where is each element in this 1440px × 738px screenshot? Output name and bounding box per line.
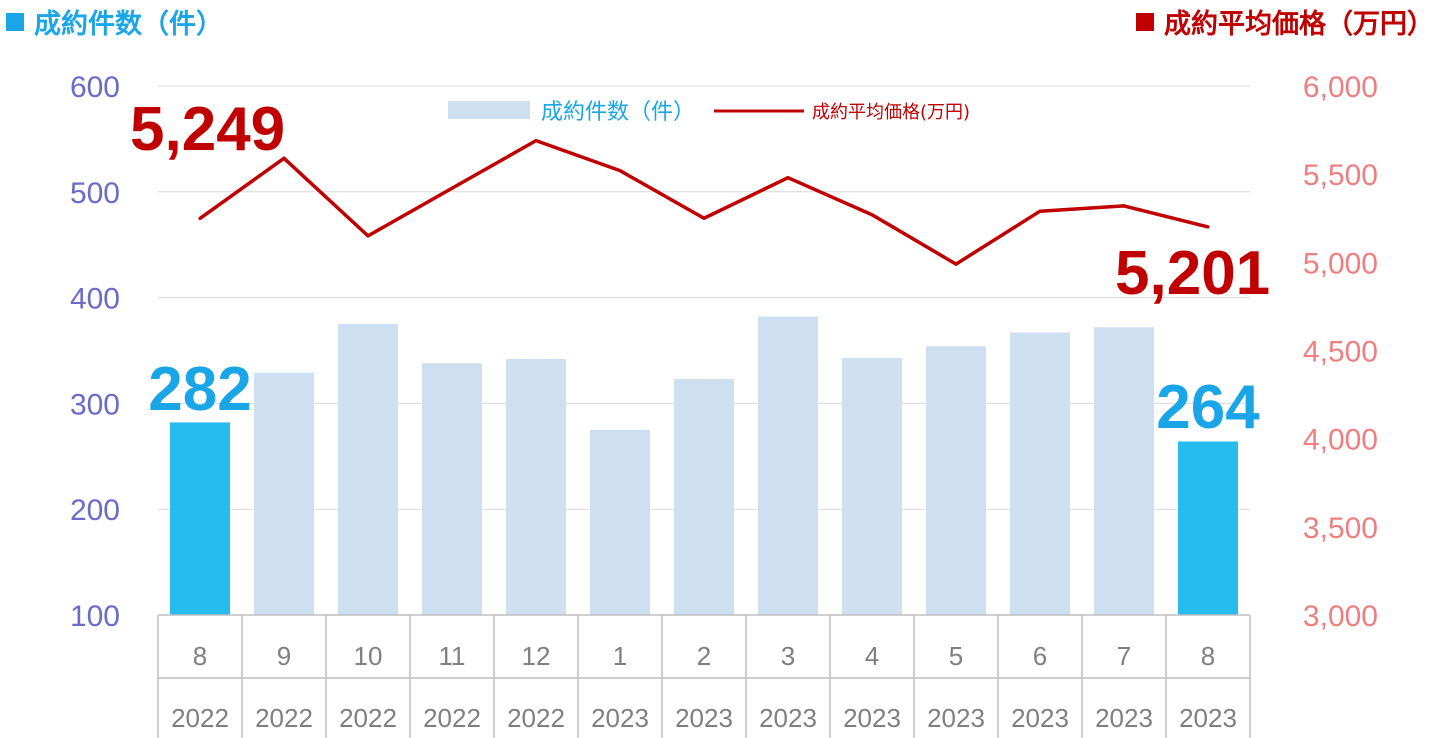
bar (842, 357, 902, 615)
x-tick-label-month: 1 (613, 641, 627, 671)
square-marker-icon (6, 12, 24, 31)
price-line (198, 138, 1209, 266)
count-label-last: 264 (1156, 373, 1260, 442)
right-axis-header: 成約平均価格（万円） (1136, 2, 1434, 41)
price-point (786, 176, 790, 180)
y-right-tick-label: 4,500 (1303, 336, 1378, 369)
price-point (1122, 204, 1126, 208)
price-point (450, 186, 454, 190)
y-right-tick-label: 4,000 (1303, 424, 1378, 457)
price-point (282, 156, 286, 160)
bar (1010, 332, 1070, 615)
x-tick-label-year: 2023 (675, 703, 733, 733)
y-left-tick-label: 500 (70, 177, 120, 210)
bar (1178, 441, 1238, 615)
x-tick-label-month: 11 (439, 641, 466, 671)
x-tick-label-year: 2023 (1011, 703, 1069, 733)
x-tick-label-year: 2022 (255, 703, 313, 733)
x-tick-label-month: 4 (865, 641, 879, 671)
y-left-tick-label: 300 (70, 388, 120, 421)
bar (338, 324, 398, 615)
x-tick-label-month: 3 (781, 641, 795, 671)
x-tick-label-year: 2023 (927, 703, 985, 733)
bar (506, 358, 566, 615)
price-label-last: 5,201 (1115, 239, 1270, 308)
y-right-tick-label: 6,000 (1303, 71, 1378, 104)
y-right-tick-label: 3,000 (1303, 600, 1378, 633)
bar (254, 372, 314, 615)
x-tick-label-year: 2022 (171, 703, 229, 733)
y-left-tick-label: 100 (70, 600, 120, 633)
x-tick-label-year: 2023 (1179, 703, 1237, 733)
legend-bar-swatch (448, 101, 530, 119)
square-marker-icon (1136, 12, 1154, 31)
price-point (954, 262, 958, 266)
bar (1094, 327, 1154, 615)
price-point (870, 213, 874, 217)
x-tick-label-year: 2022 (423, 703, 481, 733)
legend-line-label: 成約平均価格(万円) (812, 102, 970, 123)
price-point (618, 169, 622, 173)
x-tick-label-year: 2023 (591, 703, 649, 733)
bar (590, 429, 650, 615)
y-right-tick-label: 5,000 (1303, 247, 1378, 280)
x-tick-label-month: 10 (354, 641, 383, 671)
y-right-tick-label: 5,500 (1303, 159, 1378, 192)
y-left-tick-label: 400 (70, 283, 120, 316)
left-axis-header: 成約件数（件） (6, 2, 223, 41)
y-right-tick-label: 3,500 (1303, 512, 1378, 545)
price-label-first: 5,249 (130, 95, 285, 164)
price-point (1038, 209, 1042, 213)
x-tick-label-month: 2 (697, 641, 711, 671)
x-tick-label-year: 2022 (507, 703, 565, 733)
price-point (1206, 225, 1210, 229)
bar (674, 379, 734, 615)
y-left-tick-label: 600 (70, 71, 120, 104)
price-point (702, 216, 706, 220)
y-left-tick-label: 200 (70, 494, 120, 527)
x-tick-label-year: 2022 (339, 703, 397, 733)
left-axis-title: 成約件数（件） (34, 9, 223, 40)
price-point (534, 139, 538, 143)
x-tick-label-month: 8 (1201, 641, 1215, 671)
bar (170, 422, 230, 615)
x-tick-label-month: 6 (1033, 641, 1047, 671)
x-tick-label-year: 2023 (1095, 703, 1153, 733)
right-axis-title: 成約平均価格（万円） (1164, 9, 1434, 40)
x-tick-label-month: 7 (1117, 641, 1131, 671)
bar (422, 363, 482, 615)
bar (926, 346, 986, 615)
legend-bar-label: 成約件数（件） (541, 100, 695, 125)
x-tick-label-month: 9 (277, 641, 291, 671)
x-tick-label-year: 2023 (759, 703, 817, 733)
x-tick-label-month: 5 (949, 641, 963, 671)
count-label-first: 282 (148, 355, 251, 424)
bar (758, 316, 818, 615)
x-tick-label-month: 12 (522, 641, 551, 671)
price-point (198, 216, 202, 221)
x-tick-label-year: 2023 (843, 703, 901, 733)
x-tick-label-month: 8 (193, 641, 207, 671)
price-point (366, 234, 370, 238)
